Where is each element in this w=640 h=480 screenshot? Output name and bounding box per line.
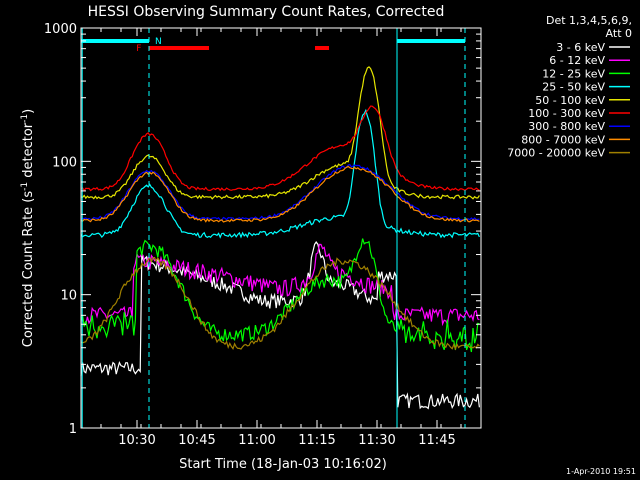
x-tick-labels: 10:30 10:45 11:00 11:15 11:30 11:45 — [118, 433, 455, 448]
legend-label: 300 - 800 keV — [528, 120, 605, 133]
plot-lines — [80, 66, 480, 410]
timestamp: 1-Apr-2010 19:51 — [566, 467, 636, 476]
legend-title-line-1: Det 1,3,4,5,6,9, — [546, 14, 632, 27]
legend-label: 50 - 100 keV — [535, 94, 605, 107]
y-axis-label: Corrected Count Rate (s-1 detector-1) — [20, 109, 36, 347]
legend-label: 7000 - 20000 keV — [507, 147, 605, 160]
series-line — [80, 240, 480, 410]
x-tick-label: 10:45 — [178, 433, 215, 448]
series-line — [80, 165, 480, 223]
series-line — [80, 108, 480, 239]
legend-label: 100 - 300 keV — [528, 107, 605, 120]
flag-label-n: N — [155, 37, 162, 47]
chart-title: HESSI Observing Summary Count Rates, Cor… — [88, 4, 445, 20]
x-axis-label: Start Time (18-Jan-03 10:16:02) — [179, 457, 387, 472]
series-line — [80, 243, 480, 327]
flag-label-f: F — [136, 44, 141, 54]
x-tick-label: 11:30 — [358, 433, 395, 448]
y-tick-label: 100 — [52, 155, 77, 170]
x-tick-label: 11:00 — [238, 433, 275, 448]
y-tick-label: 1 — [69, 422, 77, 437]
axis-ticks — [80, 27, 482, 429]
series-line — [80, 66, 480, 200]
plot-frame — [80, 27, 482, 429]
legend-label: 800 - 7000 keV — [521, 133, 605, 146]
legend-title-line-2: Att 0 — [606, 27, 632, 40]
x-tick-label: 11:45 — [418, 433, 455, 448]
series-line — [80, 163, 480, 221]
plot-flags: NF — [81, 28, 466, 428]
legend-label: 3 - 6 keV — [556, 41, 605, 54]
legend-label: 25 - 50 keV — [542, 81, 605, 94]
y-tick-labels: 1 10 100 1000 — [44, 22, 77, 437]
x-tick-label: 10:30 — [118, 433, 155, 448]
y-tick-label: 10 — [60, 289, 77, 304]
legend-label: 12 - 25 keV — [542, 67, 605, 80]
y-tick-label: 1000 — [44, 22, 77, 37]
legend-label: 6 - 12 keV — [549, 54, 605, 67]
series-line — [80, 105, 480, 192]
series-line — [80, 238, 480, 353]
x-tick-label: 11:15 — [298, 433, 335, 448]
series-line — [80, 256, 480, 351]
